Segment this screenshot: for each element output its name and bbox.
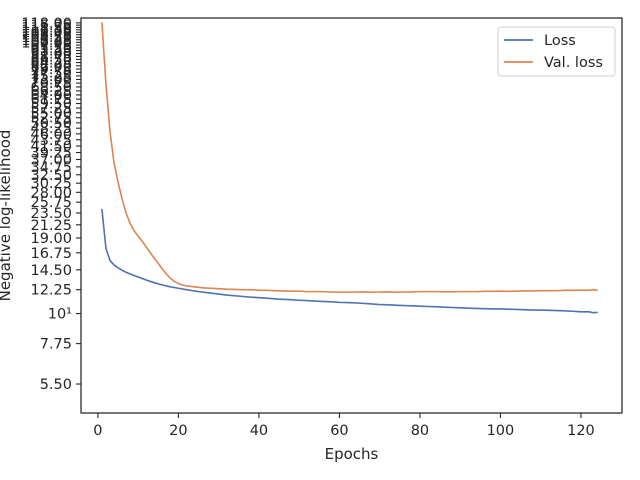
x-tick-label: 100: [487, 423, 515, 439]
y-tick-label: 39.25: [30, 146, 72, 162]
y-tick-label: 88.75: [30, 49, 72, 65]
y-axis-label: Negative log-likelihood: [0, 130, 14, 302]
y-tick-label: 100.00: [21, 35, 72, 51]
y-tick-label: 19.00: [30, 231, 72, 247]
y-tick-label: 73.00: [30, 72, 72, 88]
y-tick-label: 30.25: [30, 176, 72, 192]
y-tick-label: 93.25: [30, 44, 72, 60]
y-tick-label: 43.75: [30, 133, 72, 149]
series-layer: [101, 22, 598, 314]
y-tick-label: 118.00: [21, 16, 72, 32]
legend: Loss Val. loss: [497, 26, 616, 77]
y-tick-label: 86.50: [30, 52, 72, 68]
y-tick-label: 61.75: [30, 92, 72, 108]
y-tick-label: 64.00: [30, 88, 72, 104]
y-tick-label: 97.75: [30, 38, 72, 54]
y-tick-label: 10¹: [48, 307, 72, 323]
legend-label: Val. loss: [544, 55, 603, 71]
y-tick-label: 113.50: [21, 20, 72, 36]
y-tick-label: 102.25: [21, 33, 72, 49]
y-tick-label: 84.25: [30, 56, 72, 72]
y-tick-label: 106.75: [21, 28, 72, 44]
y-tick-label: 25.75: [30, 195, 72, 211]
y-tick-label: 115.75: [21, 18, 72, 34]
y-tick-label: 111.25: [21, 23, 72, 39]
y-tick-label: 41.50: [30, 139, 72, 155]
y-tick-label: 82.00: [30, 59, 72, 75]
axes-frame: [80, 17, 623, 414]
y-tick-label: 55.00: [30, 106, 72, 122]
x-tick-label: 60: [330, 423, 348, 439]
y-tick-label: 104.50: [21, 30, 72, 46]
x-tick-label: 120: [567, 423, 595, 439]
y-tick-label: 7.75: [40, 337, 72, 353]
y-tick-label: 48.25: [30, 121, 72, 137]
y-tick-label: 79.75: [30, 62, 72, 78]
y-tick-label: 16.75: [30, 246, 72, 262]
y-tick-label: 46.00: [30, 127, 72, 143]
series-line-loss: [101, 208, 598, 314]
y-tick-label: 14.50: [30, 263, 72, 279]
plot-area: [80, 17, 623, 414]
y-tick-label: 95.50: [30, 41, 72, 57]
y-tick-label: 21.25: [30, 218, 72, 234]
y-axis-ticks: 5.50 7.75 10¹ 12.25 14.5016.7519.0021.2523.5…: [21, 16, 81, 393]
y-tick-label: 59.50: [30, 97, 72, 113]
y-tick-label: 57.25: [30, 101, 72, 117]
x-tick-label: 80: [411, 423, 429, 439]
series-line-val-loss: [101, 22, 598, 293]
x-tick-label: 0: [93, 423, 102, 439]
x-tick-label: 20: [169, 423, 187, 439]
y-tick-label: 28.00: [30, 185, 72, 201]
legend-label: Loss: [544, 33, 576, 49]
y-tick-label: 91.00: [30, 46, 72, 62]
y-tick-label: 75.25: [30, 69, 72, 85]
x-tick-label: 40: [250, 423, 268, 439]
y-tick-label: 12.25: [30, 283, 72, 299]
x-axis-label: Epochs: [325, 445, 379, 463]
y-tick-label: 37.00: [30, 152, 72, 168]
y-tick-label: 66.25: [30, 84, 72, 100]
y-tick-label: 77.50: [30, 65, 72, 81]
y-tick-label: 32.50: [30, 168, 72, 184]
x-axis-ticks: 0 20 40 60 80 100 120: [93, 413, 595, 439]
y-tick-label: 109.00: [21, 25, 72, 41]
y-tick-label: 52.75: [30, 111, 72, 127]
y-tick-label: 70.75: [30, 76, 72, 92]
y-tick-label: 68.50: [30, 80, 72, 96]
y-tick-label: 34.75: [30, 160, 72, 176]
y-tick-label: 50.50: [30, 116, 72, 132]
y-tick-label: 5.50: [40, 377, 72, 393]
y-tick-label: 23.50: [30, 206, 72, 222]
